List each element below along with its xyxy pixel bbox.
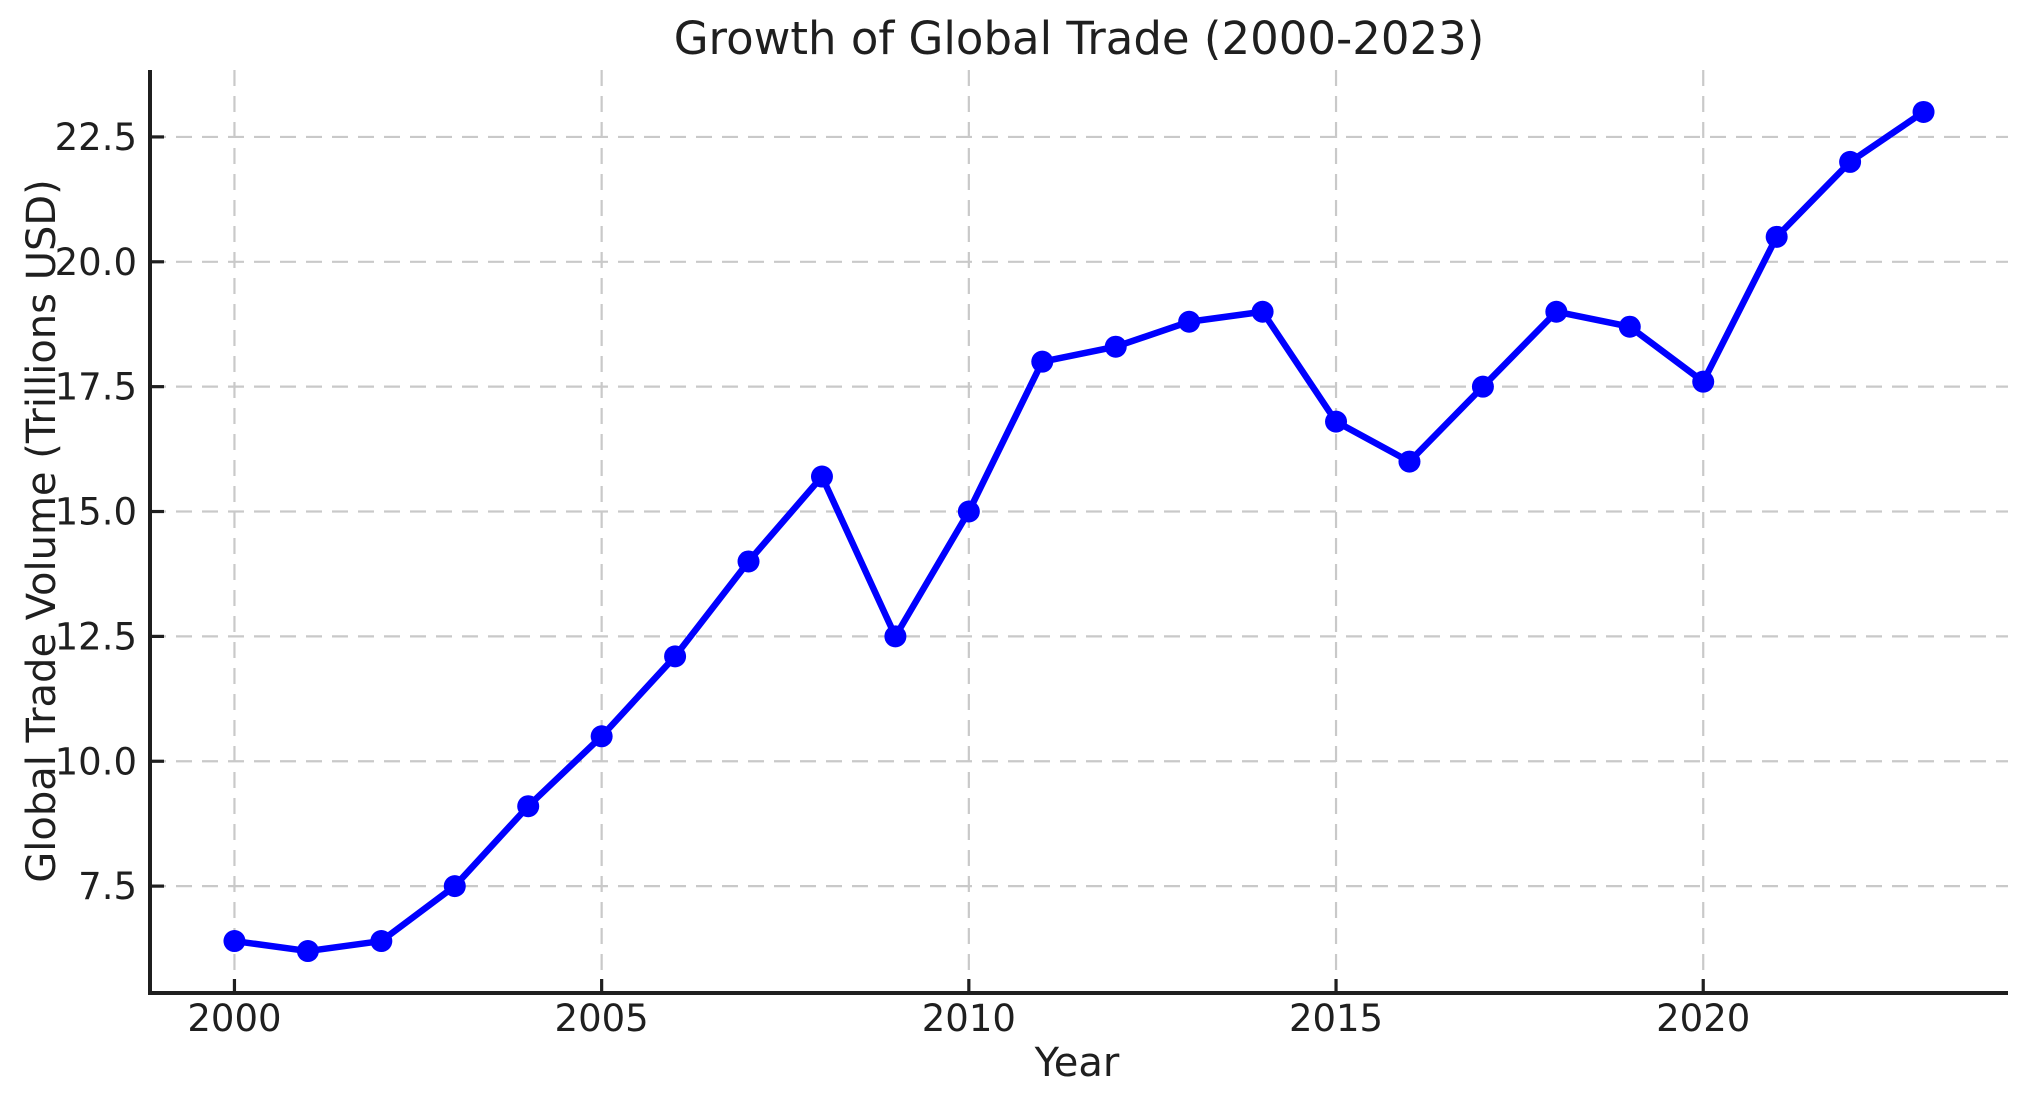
data-point-2004 xyxy=(517,795,540,818)
x-tick-label-2020: 2020 xyxy=(1656,997,1750,1040)
data-point-2001 xyxy=(296,940,319,963)
y-tick-label-7.5: 7.5 xyxy=(78,865,137,908)
chart-title: Growth of Global Trade (2000-2023) xyxy=(674,12,1485,65)
data-point-2010 xyxy=(957,500,980,523)
x-axis-label: Year xyxy=(1034,1040,1120,1086)
axis-tick-labels: 2000 2005 2010 2015 2020 7.5 10.0 12.5 15.0 17.5 2… xyxy=(55,116,1751,1040)
data-point-2015 xyxy=(1325,410,1348,433)
x-tick-label-2010: 2010 xyxy=(922,997,1016,1040)
data-point-2006 xyxy=(664,645,687,668)
data-point-2023 xyxy=(1912,100,1935,123)
data-point-2018 xyxy=(1545,300,1568,323)
data-point-2021 xyxy=(1765,225,1788,248)
data-point-2014 xyxy=(1251,300,1274,323)
data-point-2022 xyxy=(1839,150,1862,173)
data-point-2016 xyxy=(1398,450,1421,473)
trade-volume-line xyxy=(231,108,1927,955)
data-point-2005 xyxy=(590,725,613,748)
data-point-2020 xyxy=(1692,370,1715,393)
x-tick-label-2015: 2015 xyxy=(1289,997,1383,1040)
data-point-2008 xyxy=(810,465,833,488)
data-point-2009 xyxy=(884,625,907,648)
gridlines xyxy=(150,70,2008,993)
data-point-2012 xyxy=(1104,335,1127,358)
y-axis-label: Global Trade Volume (Trillions USD) xyxy=(19,179,65,883)
data-point-2002 xyxy=(370,930,393,953)
axes-spines xyxy=(148,70,2008,995)
axis-tick-marks xyxy=(150,135,1705,993)
data-point-2013 xyxy=(1178,310,1201,333)
data-point-2003 xyxy=(443,875,466,898)
data-point-2011 xyxy=(1031,350,1054,373)
x-tick-label-2005: 2005 xyxy=(555,997,649,1040)
y-tick-label-12.5: 12.5 xyxy=(55,615,137,658)
data-point-2000 xyxy=(223,930,246,953)
y-tick-label-15.0: 15.0 xyxy=(55,491,137,534)
y-tick-label-10.0: 10.0 xyxy=(55,740,137,783)
y-tick-label-20.0: 20.0 xyxy=(55,241,137,284)
data-point-2019 xyxy=(1618,315,1641,338)
data-point-2017 xyxy=(1471,375,1494,398)
y-tick-label-17.5: 17.5 xyxy=(55,366,137,409)
trade-volume-series xyxy=(223,100,1935,963)
y-tick-label-22.5: 22.5 xyxy=(55,116,137,159)
x-tick-label-2000: 2000 xyxy=(187,997,281,1040)
data-point-2007 xyxy=(737,550,760,573)
